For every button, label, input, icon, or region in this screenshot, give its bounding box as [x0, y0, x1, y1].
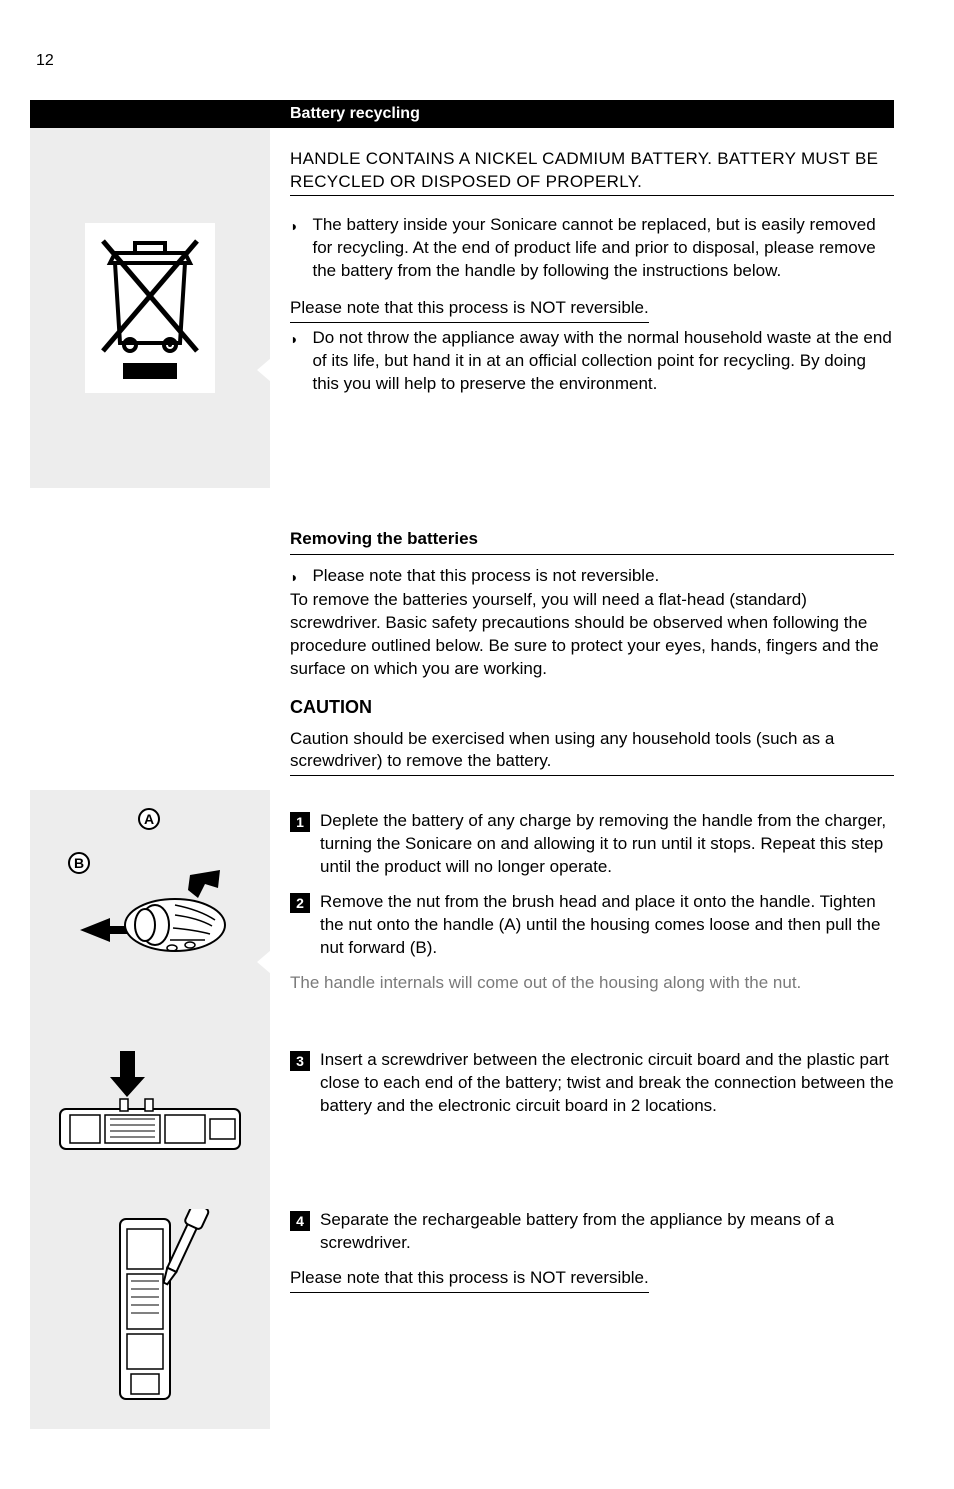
pointer-triangle-icon	[257, 358, 271, 382]
step-text: Remove the nut from the brush head and p…	[320, 891, 894, 960]
step-aside: The handle internals will come out of th…	[290, 972, 894, 995]
pointer-triangle-icon	[257, 950, 271, 974]
battery-separate-illustration	[75, 1209, 225, 1409]
section1-illustration-panel	[30, 128, 270, 488]
step12-text: 1 Deplete the battery of any charge by r…	[270, 790, 894, 1029]
illustration-internals-panel	[30, 1029, 270, 1189]
section-header-bar: Battery recycling	[30, 100, 894, 128]
step-text: Insert a screwdriver between the electro…	[320, 1049, 894, 1118]
step-number-box: 2	[290, 893, 310, 913]
header-left-block	[30, 100, 270, 128]
numbered-step: 3 Insert a screwdriver between the elect…	[290, 1049, 894, 1118]
step-number-box: 1	[290, 812, 310, 832]
caution-text: Caution should be exercised when using a…	[290, 728, 894, 777]
bullet-icon: ◗	[290, 568, 298, 588]
final-note: Please note that this process is NOT rev…	[290, 1267, 649, 1293]
numbered-step: 2 Remove the nut from the brush head and…	[290, 891, 894, 960]
note-line: Please note that this process is NOT rev…	[290, 297, 649, 323]
manual-page: 12 Battery recycling	[0, 0, 954, 1489]
section1-body: HANDLE CONTAINS A NICKEL CADMIUM BATTERY…	[30, 128, 894, 488]
bullet-icon: ◗	[290, 217, 298, 283]
section-title: Battery recycling	[270, 100, 894, 128]
section1-text: HANDLE CONTAINS A NICKEL CADMIUM BATTERY…	[270, 128, 894, 488]
bullet-item: ◗ The battery inside your Sonicare canno…	[290, 214, 894, 283]
numbered-step: 4 Separate the rechargeable battery from…	[290, 1209, 894, 1255]
step-number-box: 4	[290, 1211, 310, 1231]
step4-row: 4 Separate the rechargeable battery from…	[30, 1189, 894, 1429]
bullet-text: Do not throw the appliance away with the…	[312, 327, 894, 396]
bullet-text: Please note that this process is not rev…	[312, 565, 894, 588]
bullet-text: The battery inside your Sonicare cannot …	[312, 214, 894, 283]
subsection-title: Removing the batteries	[290, 528, 894, 555]
illustration-ab-panel: A B	[30, 790, 270, 1029]
step-number-box: 3	[290, 1051, 310, 1071]
step-text: Separate the rechargeable battery from t…	[320, 1209, 894, 1255]
step3-text: 3 Insert a screwdriver between the elect…	[270, 1029, 894, 1189]
section2-heading-row: Removing the batteries ◗ Please note tha…	[30, 528, 894, 791]
battery-warning: HANDLE CONTAINS A NICKEL CADMIUM BATTERY…	[290, 148, 894, 197]
spacer	[30, 528, 270, 791]
bullet-item: ◗ Please note that this process is not r…	[290, 565, 894, 588]
weee-bin-icon	[85, 223, 215, 393]
caution-heading: CAUTION	[290, 695, 894, 719]
illustration-screwdriver-panel	[30, 1189, 270, 1429]
intro-paragraph: To remove the batteries yourself, you wi…	[290, 589, 894, 681]
page-number: 12	[36, 50, 894, 72]
step-text: Deplete the battery of any charge by rem…	[320, 810, 894, 879]
step12-row: A B	[30, 790, 894, 1029]
step3-row: 3 Insert a screwdriver between the elect…	[30, 1029, 894, 1189]
step4-text: 4 Separate the rechargeable battery from…	[270, 1189, 894, 1429]
label-a: A	[138, 808, 160, 830]
bullet-icon: ◗	[290, 330, 298, 396]
bullet-item: ◗ Do not throw the appliance away with t…	[290, 327, 894, 396]
numbered-step: 1 Deplete the battery of any charge by r…	[290, 810, 894, 879]
handle-internals-illustration	[50, 1049, 250, 1169]
